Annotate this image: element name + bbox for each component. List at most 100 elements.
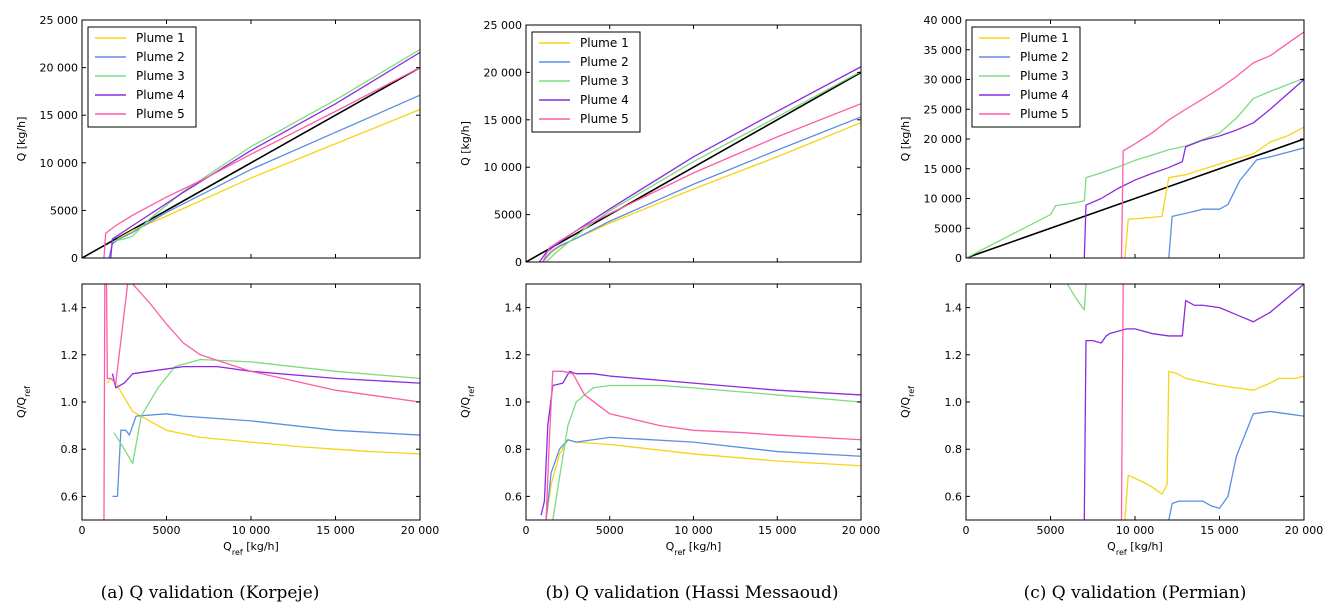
series-line-plume-1: [542, 122, 861, 262]
y-tick-label: 15 000: [40, 109, 79, 122]
y-tick-label: 0.8: [945, 443, 963, 456]
y-axis-label: Q [kg/h]: [459, 121, 472, 166]
y-tick-label: 10 000: [924, 193, 963, 206]
legend: Plume 1 Plume 2 Plume 3 Plume 4 Plume 5: [531, 31, 641, 133]
series-line-plume-1: [1124, 126, 1304, 258]
y-axis-label: Q/Qref: [15, 386, 32, 418]
x-axis-label: Qref [kg/h]: [223, 540, 279, 557]
x-tick-label: 5000: [1037, 524, 1065, 537]
y-tick-label: 10 000: [484, 161, 523, 174]
y-tick-label: 20 000: [484, 66, 523, 79]
y-tick-label: 1.0: [61, 396, 79, 409]
y-tick-label: 5000: [494, 209, 522, 222]
panel-a-bottom: 0.6 0.8 1.0 1.2 1.4 0 5000 10 000 15 000 20 000 Q/…: [15, 283, 440, 557]
series-line-plume-3: [1066, 284, 1087, 311]
legend: Plume 1 Plume 2 Plume 3 Plume 4 Plume 5: [87, 26, 197, 128]
x-tick-label: 10 000: [674, 524, 713, 537]
legend-entry: Plume 4: [580, 93, 629, 107]
legend-entry: Plume 2: [136, 50, 185, 64]
y-tick-label: 1.4: [61, 302, 79, 315]
x-axis-label: Qref [kg/h]: [1107, 540, 1163, 557]
y-tick-label: 25 000: [40, 14, 79, 27]
series-line-plume-3: [552, 384, 861, 520]
plot-area: [1066, 284, 1304, 520]
legend-entry: Plume 1: [136, 31, 185, 45]
y-tick-label: 1.4: [505, 302, 523, 315]
x-tick-label: 15 000: [316, 524, 355, 537]
y-tick-label: 30 000: [924, 74, 963, 87]
series-line-plume-4: [1083, 79, 1304, 258]
legend-box: [87, 26, 197, 128]
plot-area: [966, 31, 1304, 258]
legend-entry: Plume 5: [580, 112, 629, 126]
legend-entry: Plume 3: [1020, 69, 1069, 83]
series-line-plume-4: [111, 365, 420, 389]
legend-entry: Plume 1: [1020, 31, 1069, 45]
y-axis-label: Q [kg/h]: [899, 117, 912, 162]
y-tick-label: 1.2: [61, 349, 79, 362]
series-line-plume-1: [1124, 370, 1304, 520]
x-tick-label: 5000: [153, 524, 181, 537]
y-tick-label: 15 000: [924, 163, 963, 176]
series-line-plume-4: [540, 370, 861, 516]
y-tick-label: 0.8: [505, 443, 523, 456]
panel-c-bottom: 0.6 0.8 1.0 1.2 1.4 0 5000 10 000 15 000 20 000 Q/…: [899, 283, 1324, 557]
plot-area: [82, 48, 420, 258]
y-tick-label: 1.4: [945, 302, 963, 315]
series-line-plume-2: [1168, 410, 1304, 520]
series-line-plume-2: [545, 436, 861, 520]
plot-area: [526, 66, 861, 262]
legend-entry: Plume 3: [136, 69, 185, 83]
y-tick-label: 20 000: [40, 62, 79, 75]
panel-b-bottom: 0.6 0.8 1.0 1.2 1.4 0 5000 10 000 15 000 20 000 Q/…: [459, 283, 880, 557]
reference-line: [82, 66, 420, 258]
series-line-plume-3: [113, 48, 420, 242]
series-line-plume-5: [103, 67, 420, 258]
caption-a: (a) Q validation (Korpeje): [101, 583, 320, 603]
y-tick-label: 1.2: [945, 349, 963, 362]
legend-entry: Plume 5: [136, 107, 185, 121]
series-line-plume-5: [542, 103, 861, 262]
x-axis-label: Qref [kg/h]: [666, 540, 722, 557]
y-axis-label: Q [kg/h]: [15, 117, 28, 162]
legend-entry: Plume 4: [1020, 88, 1069, 102]
y-tick-label: 20 000: [924, 133, 963, 146]
series-line-plume-5: [1120, 31, 1304, 258]
reference-line: [966, 138, 1304, 258]
x-tick-label: 0: [963, 524, 970, 537]
legend-box: [971, 26, 1081, 128]
legend: Plume 1 Plume 2 Plume 3 Plume 4 Plume 5: [971, 26, 1081, 128]
series-line-plume-1: [112, 108, 420, 245]
y-tick-label: 15 000: [484, 114, 523, 127]
plot-area: [540, 370, 861, 520]
series-line-plume-2: [112, 413, 420, 498]
y-tick-label: 25 000: [924, 103, 963, 116]
x-tick-label: 15 000: [758, 524, 797, 537]
y-tick-label: 40 000: [924, 14, 963, 27]
y-axis-label: Q/Qref: [899, 386, 916, 418]
series-line-plume-3: [966, 77, 1304, 258]
x-tick-label: 20 000: [1285, 524, 1324, 537]
panel-b-top: 0 5000 10 000 15 000 20 000 25 000 Q [kg/h] Plu…: [459, 19, 862, 269]
caption-b: (b) Q validation (Hassi Messaoud): [545, 583, 838, 603]
caption-c: (c) Q validation (Permian): [1024, 583, 1247, 603]
legend-entry: Plume 4: [136, 88, 185, 102]
x-tick-label: 10 000: [232, 524, 271, 537]
series-line-plume-4: [1083, 284, 1304, 520]
panel-a-top: 0 5000 10 000 15 000 20 000 25 000 Q [kg/h] Plu…: [15, 14, 421, 265]
legend-box: [531, 31, 641, 133]
y-tick-label: 0: [515, 256, 522, 269]
legend-entry: Plume 3: [580, 74, 629, 88]
y-tick-label: 35 000: [924, 44, 963, 57]
x-tick-label: 15 000: [1200, 524, 1239, 537]
y-axis-label: Q/Qref: [459, 386, 476, 418]
x-tick-label: 20 000: [401, 524, 440, 537]
y-tick-label: 0.6: [945, 490, 963, 503]
series-line-plume-1: [106, 377, 420, 455]
y-tick-label: 0.6: [61, 490, 79, 503]
series-line-plume-4: [110, 51, 420, 258]
series-line-plume-5: [545, 370, 861, 520]
y-tick-label: 0.8: [61, 443, 79, 456]
y-tick-label: 25 000: [484, 19, 523, 32]
